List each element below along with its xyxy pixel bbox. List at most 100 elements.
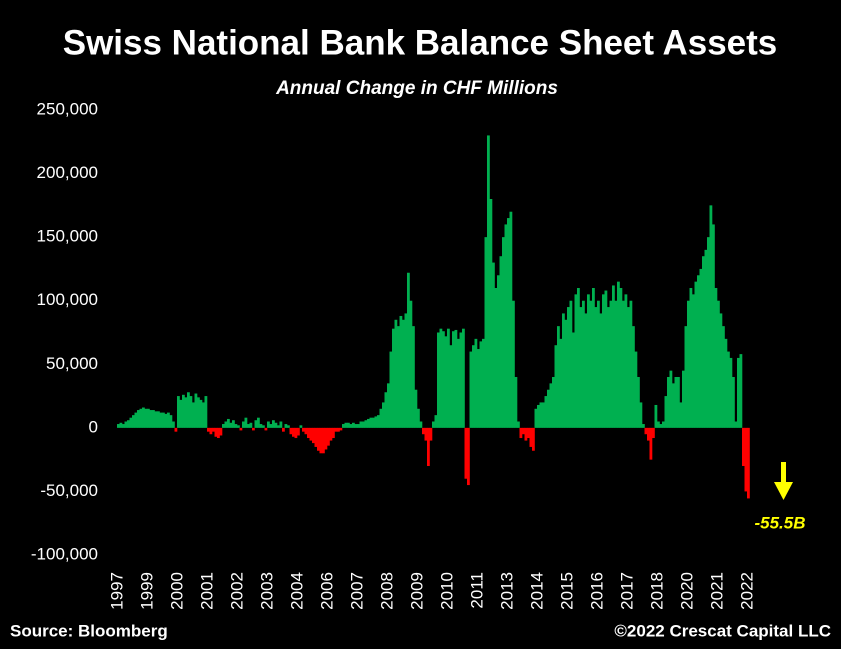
bar <box>619 288 623 428</box>
bar <box>259 424 263 428</box>
bar <box>257 417 260 428</box>
bar <box>497 275 500 428</box>
x-tick-label: 2001 <box>198 572 217 610</box>
bar <box>209 427 213 435</box>
bar <box>697 275 700 428</box>
bar <box>642 424 645 428</box>
bar <box>537 404 540 428</box>
bar <box>729 357 733 428</box>
bar <box>277 425 280 428</box>
bar <box>604 290 608 428</box>
bar <box>314 427 318 447</box>
x-tick-label: 2010 <box>438 572 457 610</box>
bar <box>509 211 513 428</box>
y-tick-label: 250,000 <box>37 99 98 118</box>
bar <box>562 313 565 428</box>
bar <box>379 408 383 428</box>
bar <box>557 326 560 428</box>
bar <box>154 411 158 428</box>
bar <box>727 351 730 428</box>
bar <box>649 427 653 460</box>
bar <box>734 421 738 428</box>
x-tick-label: 2022 <box>738 572 757 610</box>
bar <box>247 424 250 428</box>
bar <box>279 421 283 428</box>
bar <box>462 328 465 428</box>
bar <box>572 332 575 428</box>
bar <box>264 427 268 431</box>
x-tick-label: 2013 <box>498 572 517 610</box>
bar <box>389 351 393 428</box>
bar <box>217 427 220 439</box>
chart-title: Swiss National Bank Balance Sheet Assets <box>63 23 778 62</box>
bar <box>227 418 230 428</box>
annotation-arrow <box>774 462 793 500</box>
bar <box>189 396 193 428</box>
bar <box>709 205 713 428</box>
bar <box>352 422 355 428</box>
bar <box>514 377 518 428</box>
bar <box>219 427 223 436</box>
bar <box>499 256 503 428</box>
bar <box>702 256 705 428</box>
bar <box>197 397 200 428</box>
bar <box>424 427 428 441</box>
bar <box>204 396 208 428</box>
bar <box>242 421 245 428</box>
bar <box>602 294 605 428</box>
bar <box>319 427 323 454</box>
bar <box>644 427 648 435</box>
bar <box>322 427 325 454</box>
bar <box>187 392 190 428</box>
bar <box>589 300 593 428</box>
bar <box>144 408 148 428</box>
bar <box>374 416 378 428</box>
bar <box>419 421 423 428</box>
bar <box>357 424 360 428</box>
bar <box>174 427 178 432</box>
y-tick-label: 150,000 <box>37 227 98 246</box>
bar <box>547 389 550 428</box>
x-tick-label: 2020 <box>678 572 697 610</box>
bar <box>119 422 123 428</box>
bar <box>117 424 120 428</box>
x-tick-label: 2002 <box>228 572 247 610</box>
bar <box>624 294 628 428</box>
bar <box>439 328 443 428</box>
bar <box>582 300 585 428</box>
bar <box>297 427 300 436</box>
bar <box>554 345 558 428</box>
bar <box>687 300 690 428</box>
bar <box>364 420 368 428</box>
bar <box>662 421 665 428</box>
bar <box>712 224 715 428</box>
bar <box>484 237 488 428</box>
bar <box>534 408 538 428</box>
bar <box>719 313 723 428</box>
bar <box>287 425 290 428</box>
bar <box>447 328 450 428</box>
bar <box>577 288 580 428</box>
bar <box>742 427 745 466</box>
bar <box>384 392 388 428</box>
bar <box>202 402 205 428</box>
bar <box>267 421 270 428</box>
bar <box>139 408 143 428</box>
bar <box>569 300 573 428</box>
x-tick-label: 2006 <box>318 572 337 610</box>
bar <box>402 319 405 428</box>
bar <box>717 300 720 428</box>
bar <box>304 427 308 435</box>
bar <box>159 412 163 428</box>
bar <box>652 427 655 439</box>
bar <box>362 421 365 428</box>
bar <box>689 288 693 428</box>
bar <box>679 402 683 428</box>
bar <box>149 410 153 428</box>
bar <box>404 313 408 428</box>
bar <box>637 377 640 428</box>
bar <box>167 412 170 428</box>
bar <box>682 370 685 428</box>
bar <box>692 294 695 428</box>
bar <box>157 411 160 428</box>
